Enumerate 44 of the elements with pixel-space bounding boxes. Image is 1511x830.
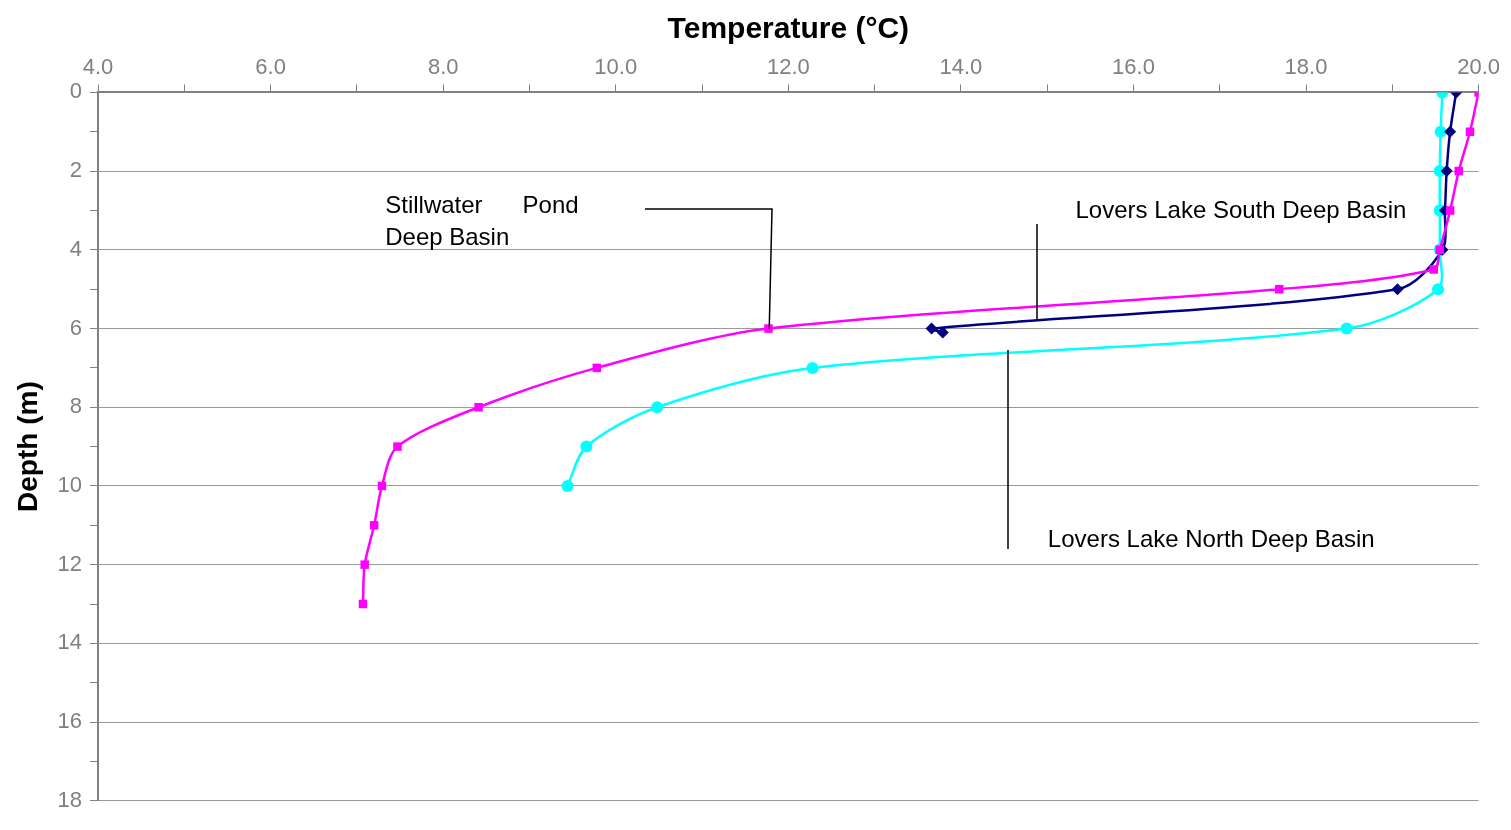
- point: [1432, 283, 1445, 296]
- x-tick-label: 16.0: [1112, 54, 1155, 80]
- point: [651, 401, 664, 414]
- y-tick-label: 12: [57, 550, 83, 576]
- point: [1391, 283, 1404, 296]
- point: [369, 521, 379, 530]
- y-tick-label: 0: [69, 78, 83, 104]
- x-tick-label: 18.0: [1284, 54, 1328, 80]
- y-axis-title: Depth (m): [11, 381, 43, 512]
- x-tick-label: 4.0: [82, 54, 114, 80]
- point: [1340, 322, 1353, 335]
- point: [764, 324, 773, 333]
- point: [925, 322, 938, 335]
- x-tick-label: 12.0: [766, 54, 810, 80]
- y-tick-label: 2: [69, 157, 83, 183]
- point: [1440, 165, 1453, 178]
- x-tick-label: 6.0: [255, 54, 286, 80]
- y-tick-label: 14: [57, 629, 83, 655]
- x-tick-label: 10.0: [594, 54, 638, 80]
- point: [393, 442, 402, 451]
- point: [1434, 125, 1447, 138]
- y-tick-label: 16: [57, 708, 83, 734]
- x-tick-label: 14.0: [939, 54, 983, 80]
- y-tick-label: 8: [69, 393, 83, 419]
- y-tick-label: 18: [57, 786, 83, 812]
- point: [936, 326, 949, 339]
- point: [1429, 265, 1438, 274]
- point: [1445, 206, 1455, 215]
- annotation: Stillwater Pond Deep Basin: [385, 191, 579, 251]
- x-tick-label: 8.0: [427, 54, 459, 80]
- y-tick-label: 6: [69, 314, 83, 340]
- y-tick-label: 4: [69, 235, 83, 261]
- annotation: Lovers Lake South Deep Basin: [1075, 196, 1407, 224]
- point: [474, 403, 483, 412]
- point: [1444, 125, 1457, 138]
- point: [806, 361, 819, 374]
- point: [360, 560, 369, 569]
- point: [561, 479, 574, 492]
- annotation: Lovers Lake North Deep Basin: [1047, 524, 1375, 552]
- x-axis-title: Temperature (°C): [667, 11, 910, 45]
- point: [1275, 284, 1284, 294]
- point: [580, 440, 593, 453]
- x-tick-label: 20.0: [1457, 54, 1500, 80]
- y-tick-label: 10: [57, 472, 83, 498]
